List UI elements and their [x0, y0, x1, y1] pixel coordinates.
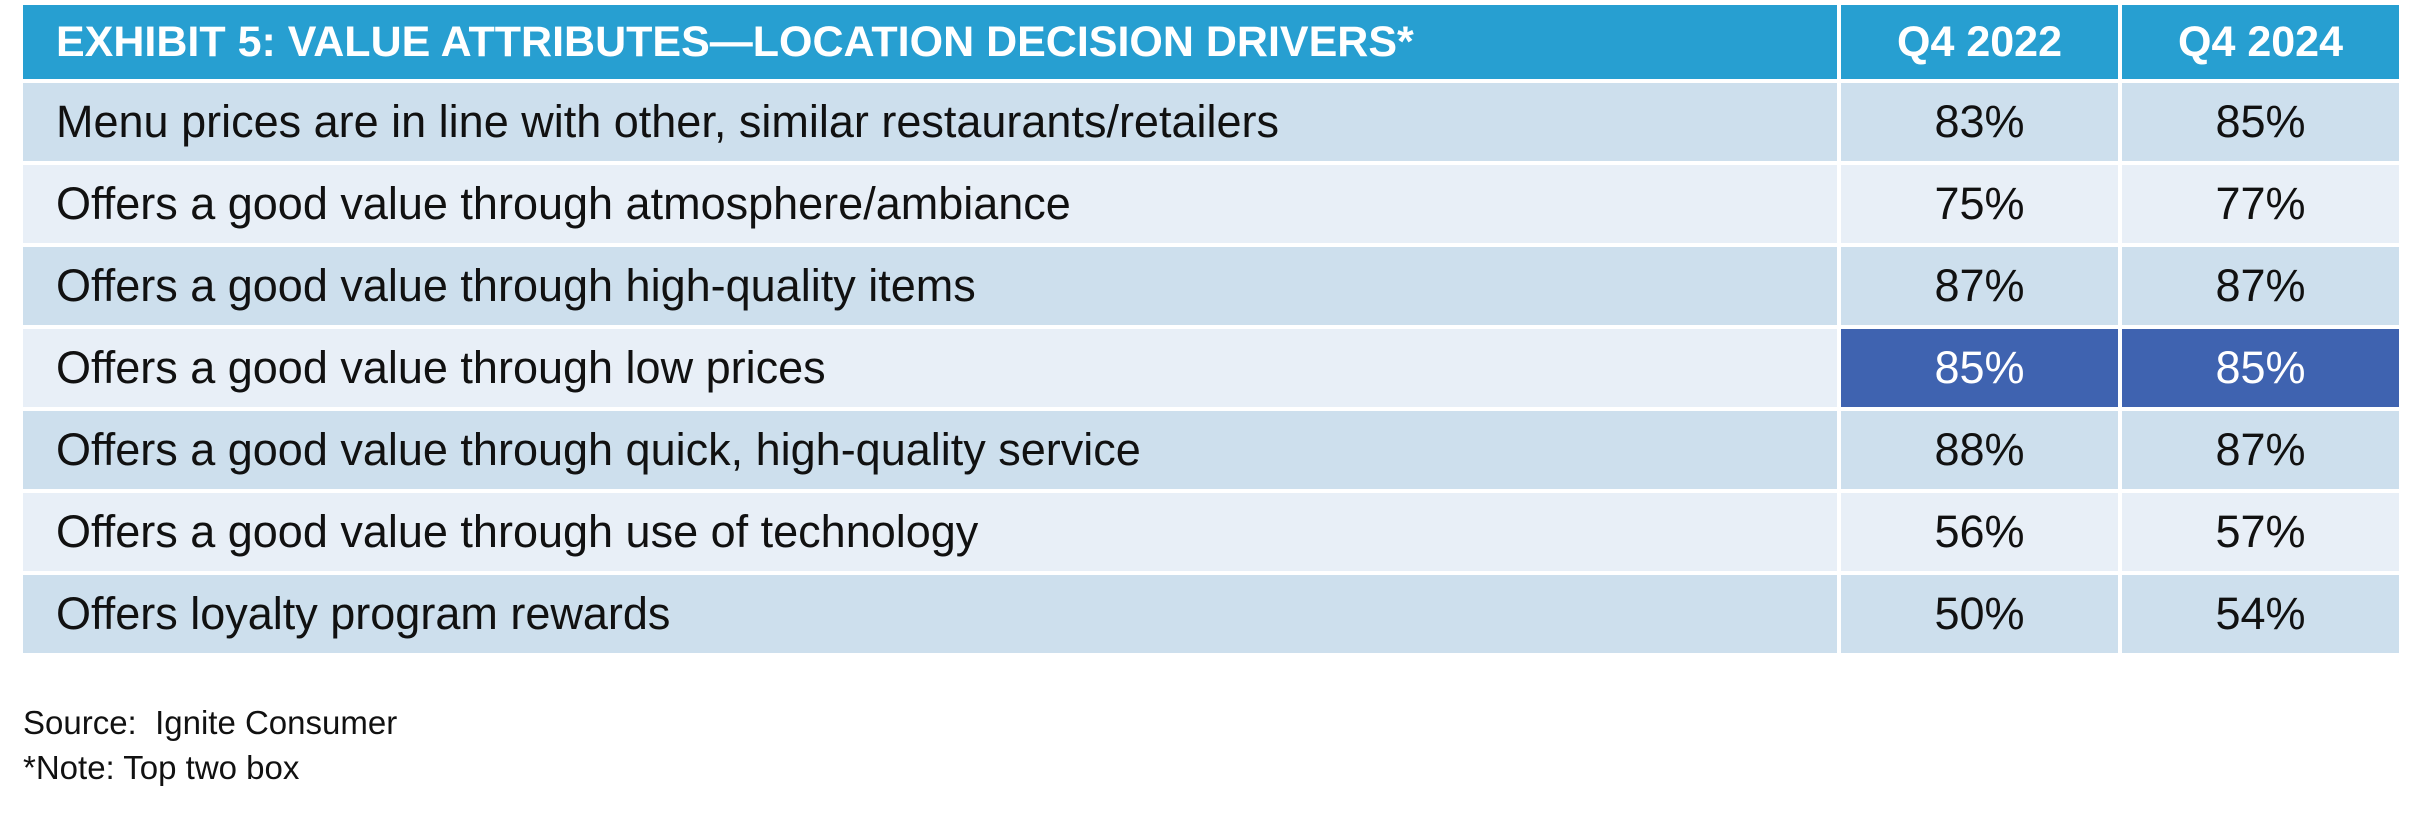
table-body: Menu prices are in line with other, simi…: [23, 83, 2399, 653]
source-note: Source: Ignite Consumer: [23, 704, 398, 741]
value-cell-q4-2022: 50%: [1841, 575, 2118, 653]
row-label: Offers a good value through use of techn…: [23, 493, 1837, 571]
table-row: Offers loyalty program rewards 50% 54%: [23, 575, 2399, 653]
value-cell-q4-2024: 85%: [2122, 83, 2399, 161]
value-cell-q4-2022: 87%: [1841, 247, 2118, 325]
value-cell-q4-2022: 88%: [1841, 411, 2118, 489]
table-header-row: EXHIBIT 5: VALUE ATTRIBUTES—LOCATION DEC…: [23, 5, 2399, 79]
table-row: Offers a good value through atmosphere/a…: [23, 165, 2399, 243]
value-cell-q4-2024: 85%: [2122, 329, 2399, 407]
value-cell-q4-2022: 56%: [1841, 493, 2118, 571]
row-label: Offers a good value through high-quality…: [23, 247, 1837, 325]
row-label: Offers a good value through quick, high-…: [23, 411, 1837, 489]
row-label: Menu prices are in line with other, simi…: [23, 83, 1837, 161]
column-header-q4-2022: Q4 2022: [1841, 5, 2118, 79]
table-row: Menu prices are in line with other, simi…: [23, 83, 2399, 161]
row-label: Offers a good value through atmosphere/a…: [23, 165, 1837, 243]
value-cell-q4-2024: 87%: [2122, 411, 2399, 489]
value-cell-q4-2022: 83%: [1841, 83, 2118, 161]
top-two-box-note: *Note: Top two box: [23, 749, 300, 786]
table-row: Offers a good value through quick, high-…: [23, 411, 2399, 489]
table-row: Offers a good value through use of techn…: [23, 493, 2399, 571]
value-cell-q4-2024: 54%: [2122, 575, 2399, 653]
table-row: Offers a good value through low prices 85…: [23, 329, 2399, 407]
table-row: Offers a good value through high-quality…: [23, 247, 2399, 325]
value-attributes-table: EXHIBIT 5: VALUE ATTRIBUTES—LOCATION DEC…: [19, 1, 2403, 657]
row-label: Offers a good value through low prices: [23, 329, 1837, 407]
exhibit-table: EXHIBIT 5: VALUE ATTRIBUTES—LOCATION DEC…: [23, 5, 2399, 653]
row-label: Offers loyalty program rewards: [23, 575, 1837, 653]
value-cell-q4-2024: 77%: [2122, 165, 2399, 243]
column-header-q4-2024: Q4 2024: [2122, 5, 2399, 79]
value-cell-q4-2024: 57%: [2122, 493, 2399, 571]
footnotes: Source: Ignite Consumer *Note: Top two b…: [23, 700, 397, 790]
value-cell-q4-2022: 75%: [1841, 165, 2118, 243]
table-title: EXHIBIT 5: VALUE ATTRIBUTES—LOCATION DEC…: [23, 5, 1837, 79]
value-cell-q4-2022: 85%: [1841, 329, 2118, 407]
value-cell-q4-2024: 87%: [2122, 247, 2399, 325]
